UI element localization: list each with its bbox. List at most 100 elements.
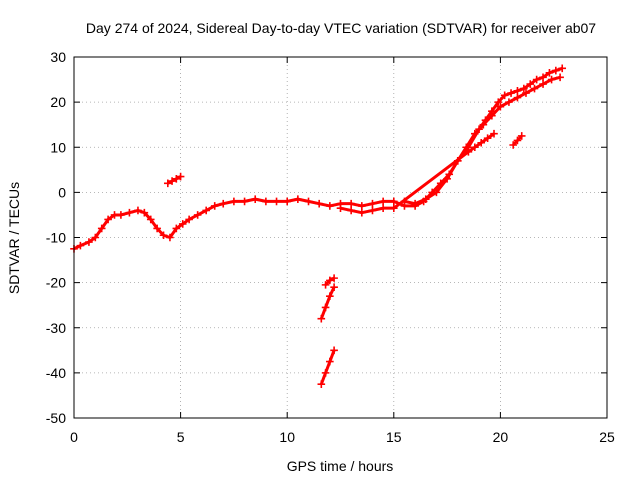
y-tick-label: 0 [58, 184, 66, 200]
data-point [368, 199, 377, 208]
x-tick-label: 5 [177, 429, 185, 445]
data-point [76, 241, 85, 250]
data-point [507, 89, 515, 97]
data-point [85, 238, 93, 246]
data-point [347, 199, 355, 208]
chart-title: Day 274 of 2024, Sidereal Day-to-day VTE… [86, 20, 596, 36]
data-point [283, 197, 291, 206]
data-point [390, 204, 398, 212]
data-point [547, 75, 556, 84]
data-point [317, 314, 326, 323]
data-point [321, 303, 330, 312]
y-tick-label: -40 [46, 365, 66, 381]
x-tick-label: 25 [599, 429, 615, 445]
series-trace [319, 349, 336, 385]
y-tick-label: 20 [50, 94, 66, 110]
data-point [379, 204, 387, 212]
data-point [443, 175, 451, 183]
y-tick-label: -30 [46, 320, 66, 336]
data-point [117, 211, 125, 219]
data-point [168, 177, 176, 185]
data-point [185, 215, 193, 224]
data-point [326, 357, 334, 366]
data-point [140, 208, 149, 217]
data-point [490, 129, 498, 138]
data-point [513, 136, 522, 145]
data-point [110, 211, 119, 219]
data-point [358, 208, 366, 217]
data-marks [70, 64, 567, 388]
data-point [104, 215, 112, 224]
series-upper-branch [400, 64, 567, 208]
data-point [545, 68, 554, 77]
data-point [488, 107, 496, 115]
data-point [202, 206, 210, 215]
data-point [330, 346, 338, 355]
data-point [125, 208, 134, 217]
y-tick-label: -20 [46, 275, 66, 291]
data-point [509, 141, 517, 149]
series-steep-arc-12h-b [317, 283, 338, 323]
data-point [483, 134, 492, 143]
x-axis-label: GPS time / hours [287, 458, 394, 474]
data-point [159, 231, 168, 240]
data-point [556, 73, 564, 82]
data-point [230, 197, 238, 206]
data-point [317, 380, 326, 388]
axis-ticks: 0 5 10 15 20 25 -50 -40 -30 -20 -10 0 10 20 30 [46, 49, 615, 445]
data-point [134, 206, 142, 215]
data-point [176, 172, 185, 181]
data-point [513, 87, 522, 95]
y-axis-label: SDTVAR / TECUs [6, 182, 22, 294]
data-point [251, 195, 260, 203]
data-point [326, 202, 334, 210]
data-point [496, 102, 505, 111]
data-point [304, 197, 313, 206]
data-point [432, 188, 441, 197]
data-point [477, 138, 486, 147]
data-point [326, 292, 334, 300]
data-point [219, 199, 228, 208]
x-tick-label: 15 [386, 429, 402, 445]
data-point [321, 281, 330, 289]
data-point [178, 220, 187, 228]
series-short-arc-4.6h [164, 172, 185, 188]
data-point [164, 179, 172, 188]
data-point [464, 147, 473, 156]
data-point [153, 224, 161, 233]
data-point [326, 276, 334, 285]
x-tick-label: 10 [279, 429, 295, 445]
data-point [558, 64, 567, 73]
data-point [517, 132, 526, 140]
data-point [146, 215, 155, 224]
x-tick-label: 0 [70, 429, 78, 445]
data-point [475, 125, 483, 133]
series-trace [319, 286, 336, 320]
data-point [530, 84, 539, 93]
data-point [193, 211, 202, 219]
data-point [520, 84, 528, 93]
series-main-trace [70, 73, 564, 253]
data-point [500, 91, 509, 100]
grid [74, 57, 607, 418]
data-point [539, 80, 547, 88]
y-tick-label: 10 [50, 139, 66, 155]
y-tick-label: -10 [46, 230, 66, 246]
data-point [97, 224, 106, 233]
data-point [347, 206, 355, 215]
data-point [240, 197, 249, 206]
data-point [315, 199, 323, 208]
data-point [272, 197, 281, 206]
data-point [421, 195, 430, 203]
data-point [210, 202, 219, 210]
data-point [513, 93, 522, 102]
data-point [390, 197, 398, 206]
data-point [368, 206, 377, 215]
y-tick-label: -50 [46, 410, 66, 426]
data-point [166, 233, 174, 242]
series-steep-arc-12h-c [321, 274, 338, 289]
data-point [505, 98, 513, 106]
data-point [172, 175, 181, 183]
data-point [294, 195, 302, 203]
